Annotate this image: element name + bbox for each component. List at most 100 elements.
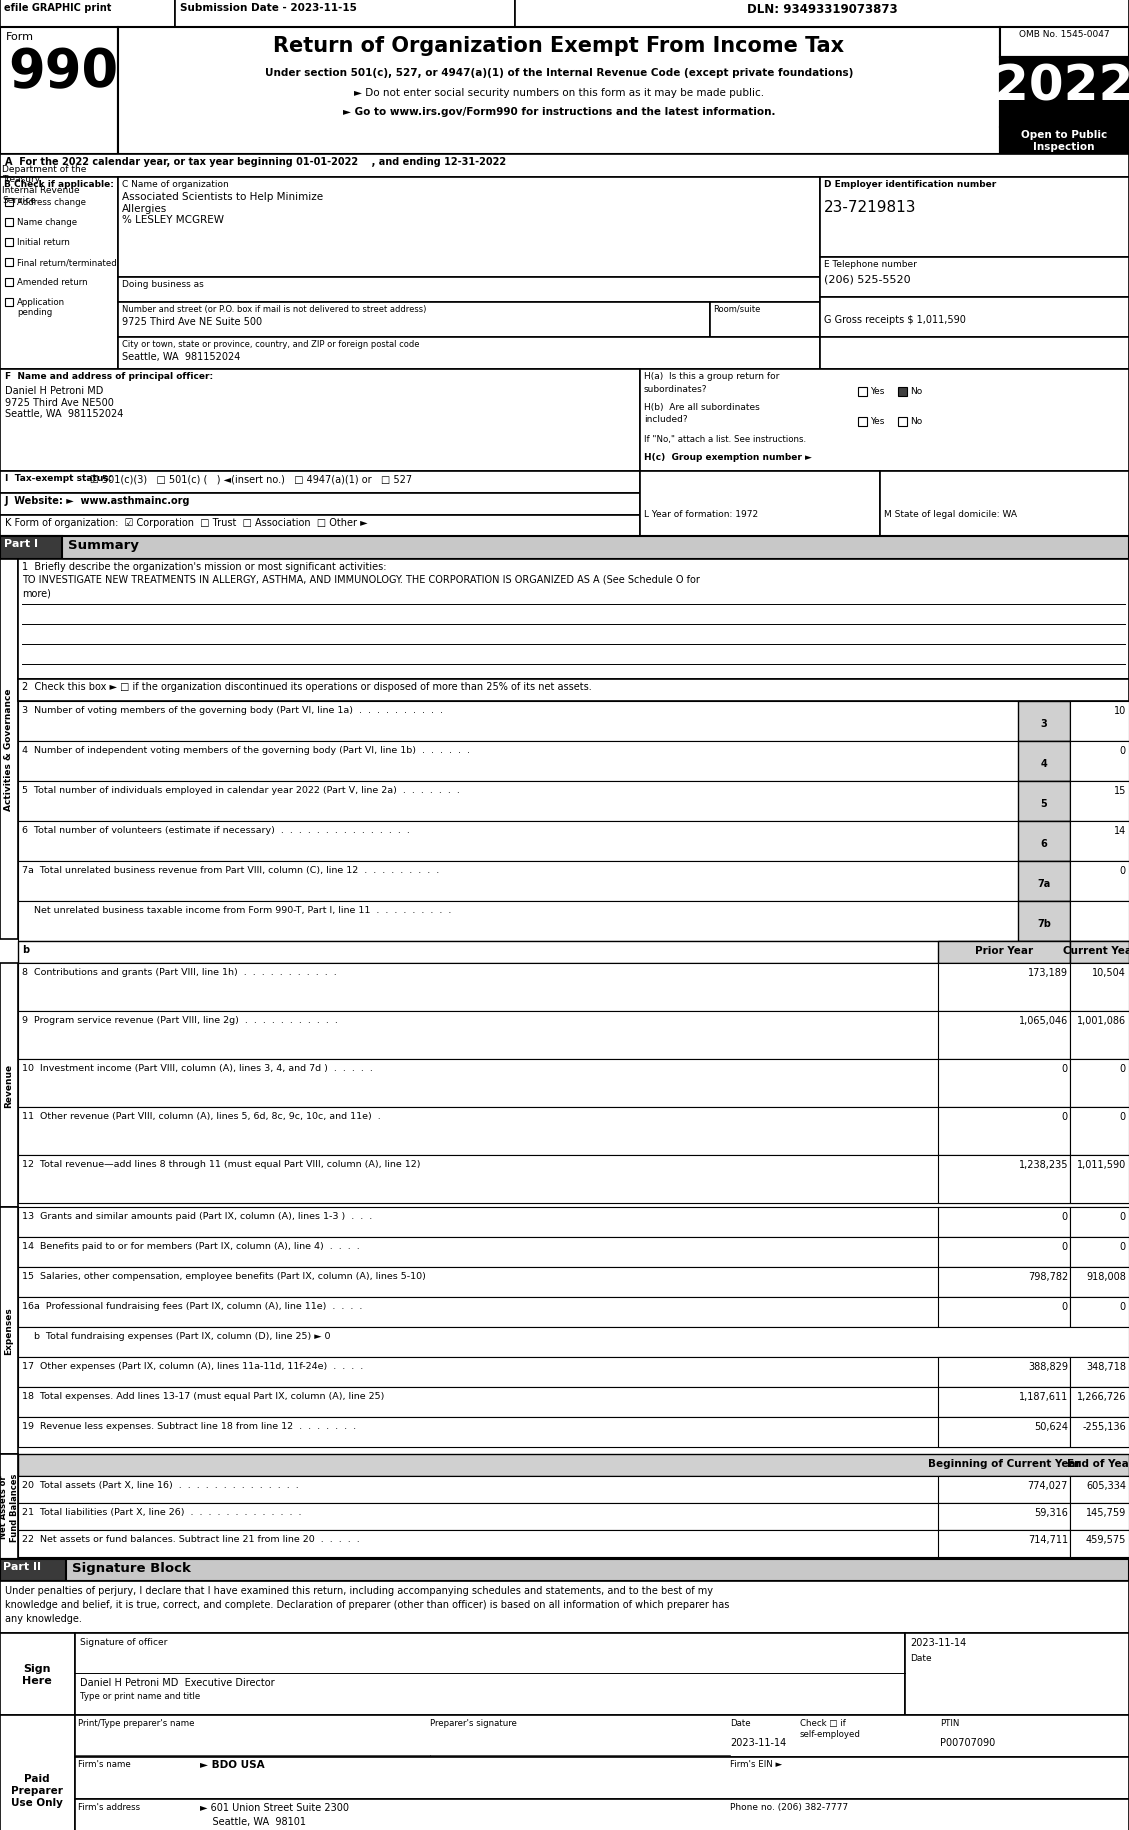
- Bar: [18, 1416, 1129, 1448]
- Text: No: No: [910, 386, 922, 395]
- Text: P00707090: P00707090: [940, 1737, 996, 1748]
- Bar: [0, 156, 1129, 178]
- Text: Initial return: Initial return: [17, 238, 70, 247]
- Bar: [119, 178, 820, 278]
- Bar: [938, 1060, 1070, 1107]
- Bar: [18, 1297, 1129, 1327]
- Bar: [1070, 862, 1129, 902]
- Text: 0: 0: [1120, 745, 1126, 756]
- Text: 5: 5: [1041, 798, 1048, 809]
- Text: Sign
Here: Sign Here: [23, 1663, 52, 1685]
- Text: 21  Total liabilities (Part X, line 26)  .  .  .  .  .  .  .  .  .  .  .  .  .: 21 Total liabilities (Part X, line 26) .…: [21, 1508, 301, 1517]
- Text: 2  Check this box ► □ if the organization discontinued its operations or dispose: 2 Check this box ► □ if the organization…: [21, 681, 592, 692]
- Bar: [0, 560, 18, 939]
- Bar: [1070, 1297, 1129, 1327]
- Text: 348,718: 348,718: [1086, 1362, 1126, 1371]
- Bar: [175, 0, 515, 27]
- Text: L Year of formation: 1972: L Year of formation: 1972: [644, 511, 759, 518]
- Text: PTIN: PTIN: [940, 1718, 960, 1728]
- Bar: [938, 1012, 1070, 1060]
- Bar: [0, 1455, 18, 1559]
- Bar: [0, 472, 640, 494]
- Text: subordinates?: subordinates?: [644, 384, 708, 393]
- Bar: [1070, 1012, 1129, 1060]
- Text: G Gross receipts $ 1,011,590: G Gross receipts $ 1,011,590: [824, 315, 966, 324]
- Text: 3  Number of voting members of the governing body (Part VI, line 1a)  .  .  .  .: 3 Number of voting members of the govern…: [21, 706, 443, 714]
- Bar: [1070, 963, 1129, 1012]
- Text: Check □ if: Check □ if: [800, 1718, 846, 1728]
- Text: Date: Date: [730, 1718, 751, 1728]
- Bar: [858, 417, 867, 426]
- Text: any knowledge.: any knowledge.: [5, 1612, 82, 1623]
- Bar: [938, 1416, 1070, 1448]
- Text: 17  Other expenses (Part IX, column (A), lines 11a-11d, 11f-24e)  .  .  .  .: 17 Other expenses (Part IX, column (A), …: [21, 1362, 364, 1371]
- Text: 10: 10: [1113, 706, 1126, 716]
- Text: 714,711: 714,711: [1027, 1534, 1068, 1545]
- Text: 9725 Third Ave NE Suite 500: 9725 Third Ave NE Suite 500: [122, 317, 262, 328]
- Text: Activities & Governance: Activities & Governance: [5, 688, 14, 811]
- Text: Signature of officer: Signature of officer: [80, 1638, 167, 1647]
- Text: 16a  Professional fundraising fees (Part IX, column (A), line 11e)  .  .  .  .: 16a Professional fundraising fees (Part …: [21, 1301, 362, 1310]
- Bar: [0, 516, 640, 536]
- Bar: [1070, 1477, 1129, 1502]
- Text: 388,829: 388,829: [1029, 1362, 1068, 1371]
- Text: 7b: 7b: [1038, 919, 1051, 928]
- Bar: [119, 302, 710, 339]
- Text: Daniel H Petroni MD  Executive Director: Daniel H Petroni MD Executive Director: [80, 1676, 274, 1687]
- Text: 12  Total revenue—add lines 8 through 11 (must equal Part VIII, column (A), line: 12 Total revenue—add lines 8 through 11 …: [21, 1160, 420, 1168]
- Bar: [18, 1502, 1129, 1530]
- Text: 2023-11-14: 2023-11-14: [730, 1737, 786, 1748]
- Bar: [938, 1237, 1070, 1268]
- Text: Firm's address: Firm's address: [78, 1803, 140, 1812]
- Bar: [1018, 902, 1070, 941]
- Bar: [18, 1012, 1129, 1060]
- Text: Name change: Name change: [17, 218, 77, 227]
- Text: Firm's EIN ►: Firm's EIN ►: [730, 1759, 782, 1768]
- Bar: [1070, 1208, 1129, 1237]
- Bar: [938, 1530, 1070, 1557]
- Bar: [18, 560, 1129, 679]
- Text: A  For the 2022 calendar year, or tax year beginning 01-01-2022    , and ending : A For the 2022 calendar year, or tax yea…: [5, 157, 506, 167]
- Bar: [0, 178, 119, 370]
- Text: M State of legal domicile: WA: M State of legal domicile: WA: [884, 511, 1017, 518]
- Text: Expenses: Expenses: [5, 1307, 14, 1354]
- Bar: [0, 370, 640, 472]
- Text: 5  Total number of individuals employed in calendar year 2022 (Part V, line 2a) : 5 Total number of individuals employed i…: [21, 785, 460, 794]
- Text: Seattle, WA  981152024: Seattle, WA 981152024: [122, 351, 240, 362]
- Bar: [938, 1387, 1070, 1416]
- Bar: [0, 27, 119, 156]
- Bar: [1070, 822, 1129, 862]
- Bar: [0, 1208, 18, 1455]
- Text: Under section 501(c), 527, or 4947(a)(1) of the Internal Revenue Code (except pr: Under section 501(c), 527, or 4947(a)(1)…: [265, 68, 854, 79]
- Text: Amended return: Amended return: [17, 278, 88, 287]
- Bar: [1070, 1358, 1129, 1387]
- Text: (206) 525-5520: (206) 525-5520: [824, 274, 911, 284]
- Bar: [18, 822, 1129, 862]
- Text: Yes: Yes: [870, 386, 884, 395]
- Bar: [18, 862, 1129, 902]
- Bar: [0, 0, 175, 27]
- Bar: [5, 258, 14, 267]
- Bar: [858, 388, 867, 397]
- Bar: [938, 1107, 1070, 1155]
- Text: 459,575: 459,575: [1086, 1534, 1126, 1545]
- Bar: [1070, 781, 1129, 822]
- Text: Print/Type preparer's name: Print/Type preparer's name: [78, 1718, 194, 1728]
- Bar: [938, 941, 1070, 963]
- Text: If "No," attach a list. See instructions.: If "No," attach a list. See instructions…: [644, 436, 806, 443]
- Bar: [1070, 1155, 1129, 1204]
- Bar: [640, 472, 879, 536]
- Bar: [1018, 741, 1070, 781]
- Bar: [938, 1297, 1070, 1327]
- Text: b  Total fundraising expenses (Part IX, column (D), line 25) ► 0: b Total fundraising expenses (Part IX, c…: [21, 1330, 331, 1340]
- Text: I  Tax-exempt status:: I Tax-exempt status:: [5, 474, 113, 483]
- Bar: [938, 1155, 1070, 1204]
- Text: more): more): [21, 589, 51, 598]
- Bar: [938, 1358, 1070, 1387]
- Text: b: b: [21, 944, 29, 955]
- Text: Signature Block: Signature Block: [72, 1561, 191, 1574]
- Text: City or town, state or province, country, and ZIP or foreign postal code: City or town, state or province, country…: [122, 340, 420, 350]
- Text: K Form of organization:  ☑ Corporation  □ Trust  □ Association  □ Other ►: K Form of organization: ☑ Corporation □ …: [5, 518, 368, 527]
- Bar: [0, 1632, 75, 1715]
- Text: Return of Organization Exempt From Income Tax: Return of Organization Exempt From Incom…: [273, 37, 844, 57]
